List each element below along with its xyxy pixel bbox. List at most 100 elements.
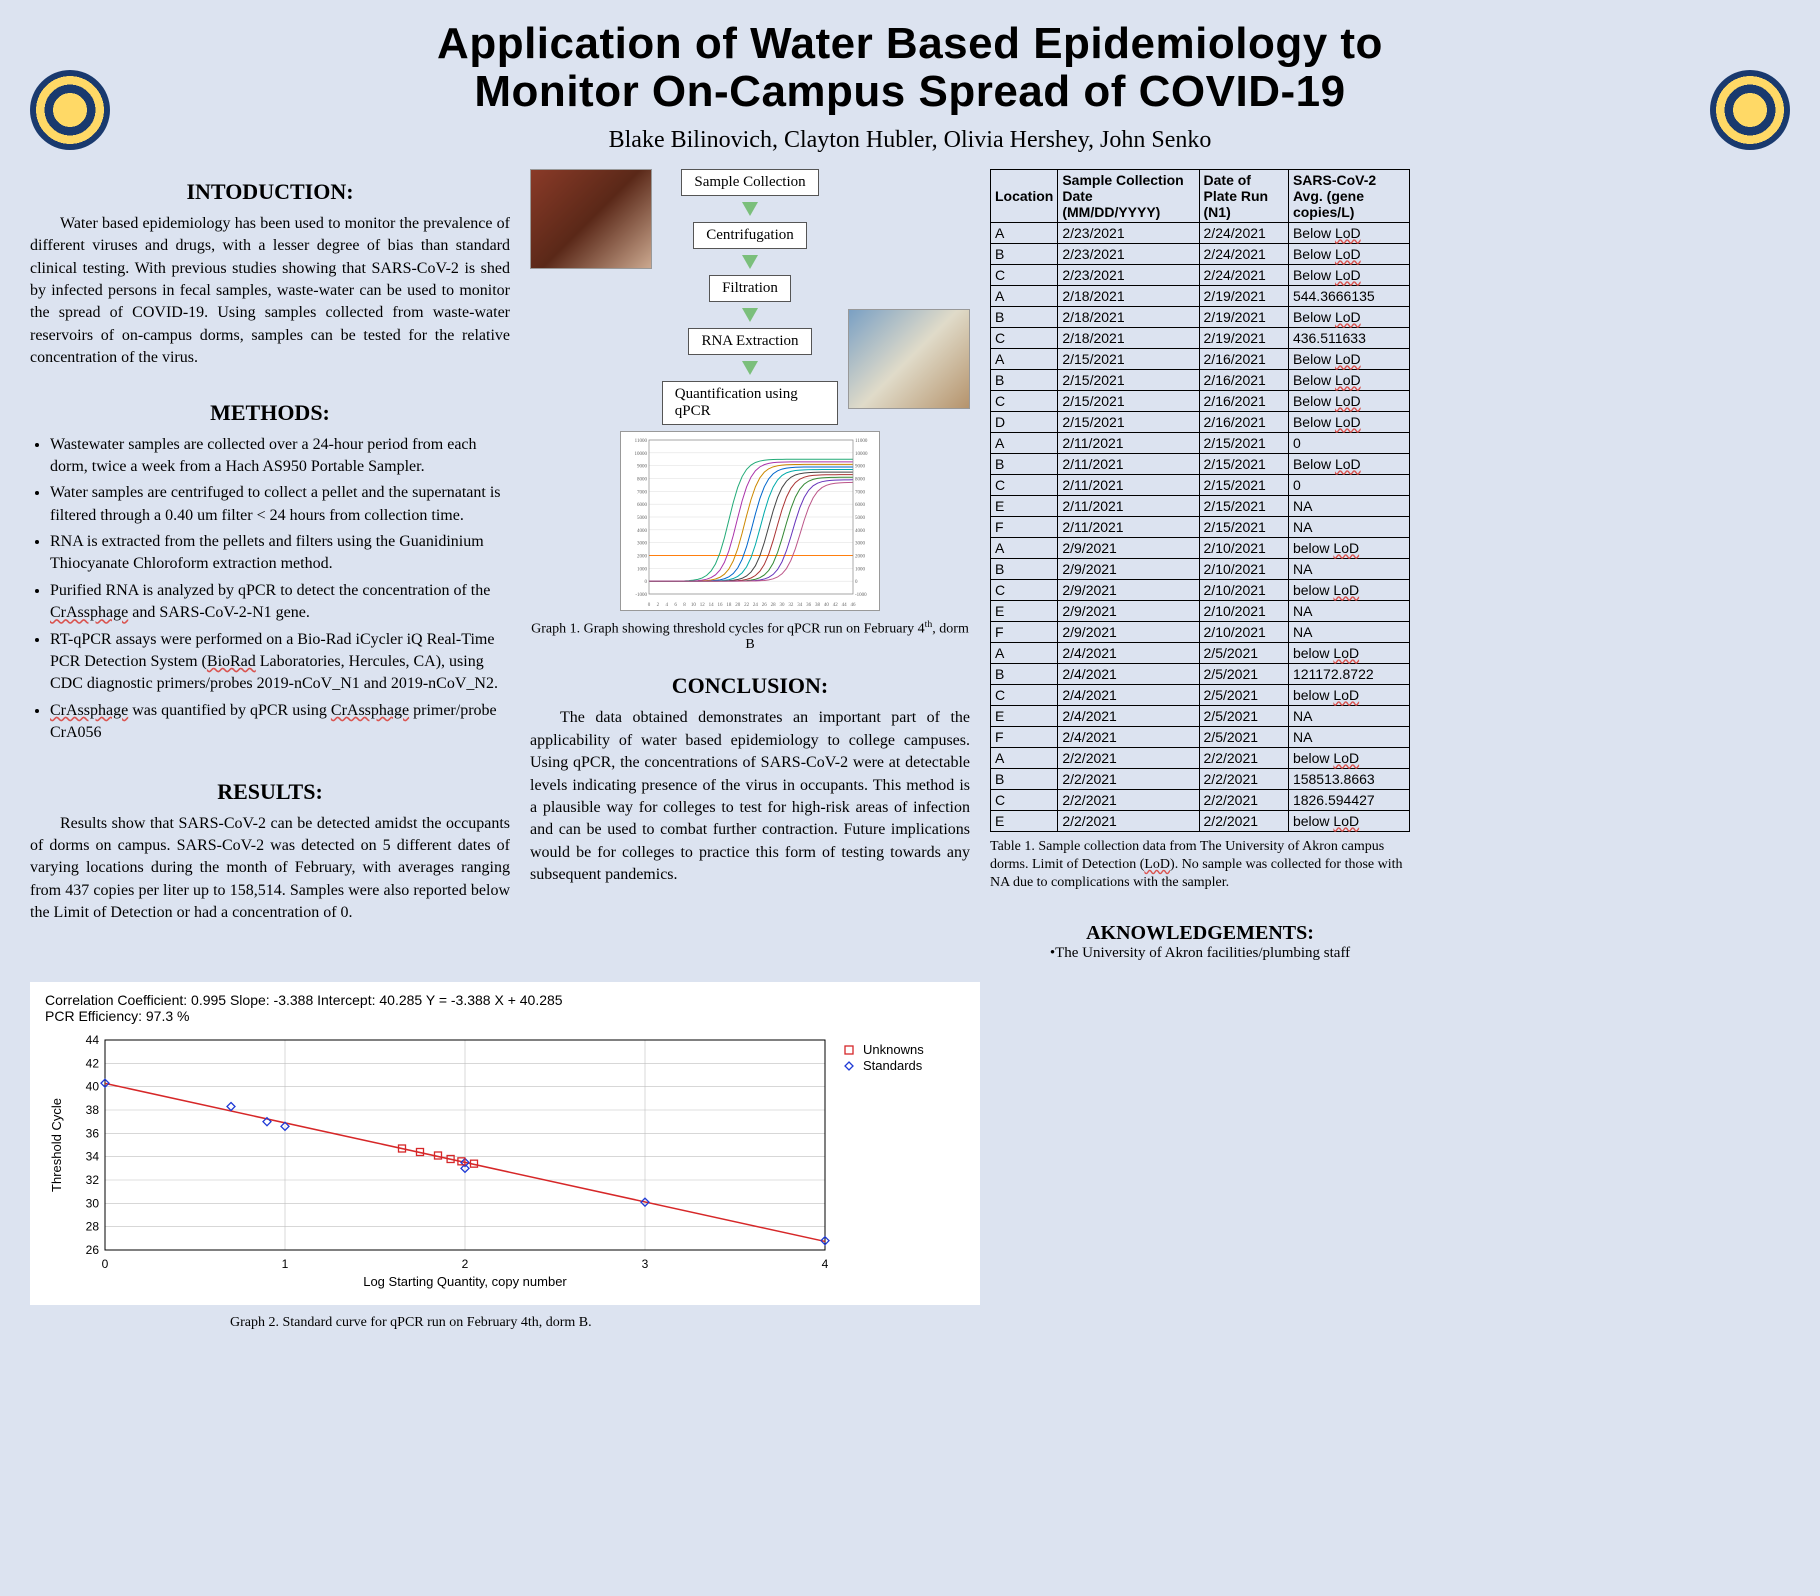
methods-item: Water samples are centrifuged to collect… xyxy=(50,482,510,527)
table-cell: 2/10/2021 xyxy=(1199,579,1288,600)
svg-text:40: 40 xyxy=(824,603,830,608)
table-cell: NA xyxy=(1288,726,1409,747)
svg-text:6000: 6000 xyxy=(637,503,648,508)
graph-2-wrapper: Correlation Coefficient: 0.995 Slope: -3… xyxy=(30,982,980,1305)
table-cell: A xyxy=(991,222,1058,243)
table-cell: 2/15/2021 xyxy=(1058,348,1199,369)
svg-text:6: 6 xyxy=(674,603,677,608)
table-row: B2/15/20212/16/2021Below LoD xyxy=(991,369,1410,390)
university-seal-left xyxy=(30,70,110,150)
table-cell: B xyxy=(991,453,1058,474)
table-cell: A xyxy=(991,432,1058,453)
table-cell: B xyxy=(991,369,1058,390)
table-cell: E xyxy=(991,600,1058,621)
table-cell: C xyxy=(991,390,1058,411)
table-row: B2/2/20212/2/2021158513.8663 xyxy=(991,768,1410,789)
table-cell: below LoD xyxy=(1288,642,1409,663)
table-row: C2/4/20212/5/2021below LoD xyxy=(991,684,1410,705)
flow-arrow-icon xyxy=(742,202,758,216)
table-cell: 2/15/2021 xyxy=(1058,369,1199,390)
flow-step: Quantification using qPCR xyxy=(662,381,838,425)
svg-text:Log Starting Quantity, copy nu: Log Starting Quantity, copy number xyxy=(363,1274,567,1289)
table-header-cell: Sample Collection Date (MM/DD/YYYY) xyxy=(1058,169,1199,222)
table-cell: 0 xyxy=(1288,432,1409,453)
qpcr-curves-svg: -1000-1000001000100020002000300030004000… xyxy=(621,432,881,612)
table-cell: 2/10/2021 xyxy=(1199,621,1288,642)
table-cell: Below LoD xyxy=(1288,411,1409,432)
table-cell: 2/2/2021 xyxy=(1199,768,1288,789)
table-cell: 2/16/2021 xyxy=(1199,390,1288,411)
table-cell: 2/2/2021 xyxy=(1058,810,1199,831)
table-row: B2/4/20212/5/2021121172.8722 xyxy=(991,663,1410,684)
svg-text:4000: 4000 xyxy=(637,529,648,534)
table-cell: Below LoD xyxy=(1288,453,1409,474)
svg-text:2000: 2000 xyxy=(637,554,648,559)
table-cell: 2/2/2021 xyxy=(1199,789,1288,810)
methods-list: Wastewater samples are collected over a … xyxy=(30,434,510,749)
svg-text:0: 0 xyxy=(855,580,858,585)
table-row: B2/18/20212/19/2021Below LoD xyxy=(991,306,1410,327)
table-cell: A xyxy=(991,747,1058,768)
svg-text:2: 2 xyxy=(657,603,660,608)
table-row: B2/23/20212/24/2021Below LoD xyxy=(991,243,1410,264)
university-seal-right xyxy=(1710,70,1790,150)
table-cell: below LoD xyxy=(1288,810,1409,831)
table-cell: 2/11/2021 xyxy=(1058,495,1199,516)
table-cell: C xyxy=(991,789,1058,810)
svg-text:9000: 9000 xyxy=(855,464,866,469)
table-row: E2/2/20212/2/2021below LoD xyxy=(991,810,1410,831)
table-cell: 2/5/2021 xyxy=(1199,726,1288,747)
svg-text:40: 40 xyxy=(86,1080,100,1094)
table-cell: 2/5/2021 xyxy=(1199,663,1288,684)
table-cell: 2/16/2021 xyxy=(1199,369,1288,390)
table-cell: NA xyxy=(1288,516,1409,537)
table-cell: below LoD xyxy=(1288,747,1409,768)
title-line-2: Monitor On-Campus Spread of COVID-19 xyxy=(474,67,1345,116)
svg-text:5000: 5000 xyxy=(855,516,866,521)
svg-text:28: 28 xyxy=(86,1220,100,1234)
acknowledgements-heading: AKNOWLEDGEMENTS: xyxy=(990,922,1410,945)
svg-text:42: 42 xyxy=(833,603,839,608)
table-row: C2/2/20212/2/20211826.594427 xyxy=(991,789,1410,810)
svg-text:44: 44 xyxy=(86,1033,100,1047)
introduction-text: Water based epidemiology has been used t… xyxy=(30,213,510,370)
table-cell: 2/4/2021 xyxy=(1058,684,1199,705)
graph-2-standard-curve: 2628303234363840424401234Log Starting Qu… xyxy=(45,1030,965,1290)
table-row: C2/11/20212/15/20210 xyxy=(991,474,1410,495)
flow-arrow-icon xyxy=(742,361,758,375)
svg-text:Threshold Cycle: Threshold Cycle xyxy=(49,1098,64,1192)
table-row: A2/15/20212/16/2021Below LoD xyxy=(991,348,1410,369)
flowchart: Sample CollectionCentrifugationFiltratio… xyxy=(662,169,838,425)
svg-text:1: 1 xyxy=(282,1257,289,1271)
svg-text:-1000: -1000 xyxy=(635,593,647,598)
svg-text:28: 28 xyxy=(771,603,777,608)
table-cell: 2/19/2021 xyxy=(1199,306,1288,327)
table-cell: 2/2/2021 xyxy=(1058,768,1199,789)
table-cell: 2/15/2021 xyxy=(1199,516,1288,537)
table-cell: D xyxy=(991,411,1058,432)
table-cell: 2/23/2021 xyxy=(1058,243,1199,264)
results-text: Results show that SARS-CoV-2 can be dete… xyxy=(30,813,510,925)
sample-collection-photo xyxy=(530,169,652,269)
table-cell: 2/2/2021 xyxy=(1058,747,1199,768)
table-row: C2/9/20212/10/2021below LoD xyxy=(991,579,1410,600)
table-cell: 2/18/2021 xyxy=(1058,327,1199,348)
table-cell: 2/19/2021 xyxy=(1199,327,1288,348)
acknowledgements: AKNOWLEDGEMENTS: •The University of Akro… xyxy=(990,922,1410,962)
table-cell: E xyxy=(991,705,1058,726)
svg-text:-1000: -1000 xyxy=(855,593,867,598)
table-header-cell: Location xyxy=(991,169,1058,222)
table-cell: B xyxy=(991,558,1058,579)
table-row: F2/11/20212/15/2021NA xyxy=(991,516,1410,537)
svg-text:2000: 2000 xyxy=(855,554,866,559)
table-cell: C xyxy=(991,327,1058,348)
svg-text:10000: 10000 xyxy=(635,452,648,457)
table-1-caption: Table 1. Sample collection data from The… xyxy=(990,838,1410,893)
acknowledgements-text: •The University of Akron facilities/plum… xyxy=(990,945,1410,962)
methods-item: RT-qPCR assays were performed on a Bio-R… xyxy=(50,629,510,696)
svg-text:30: 30 xyxy=(780,603,786,608)
table-row: E2/9/20212/10/2021NA xyxy=(991,600,1410,621)
table-cell: 2/10/2021 xyxy=(1199,537,1288,558)
left-column: INTODUCTION: Water based epidemiology ha… xyxy=(30,169,510,963)
table-cell: NA xyxy=(1288,495,1409,516)
